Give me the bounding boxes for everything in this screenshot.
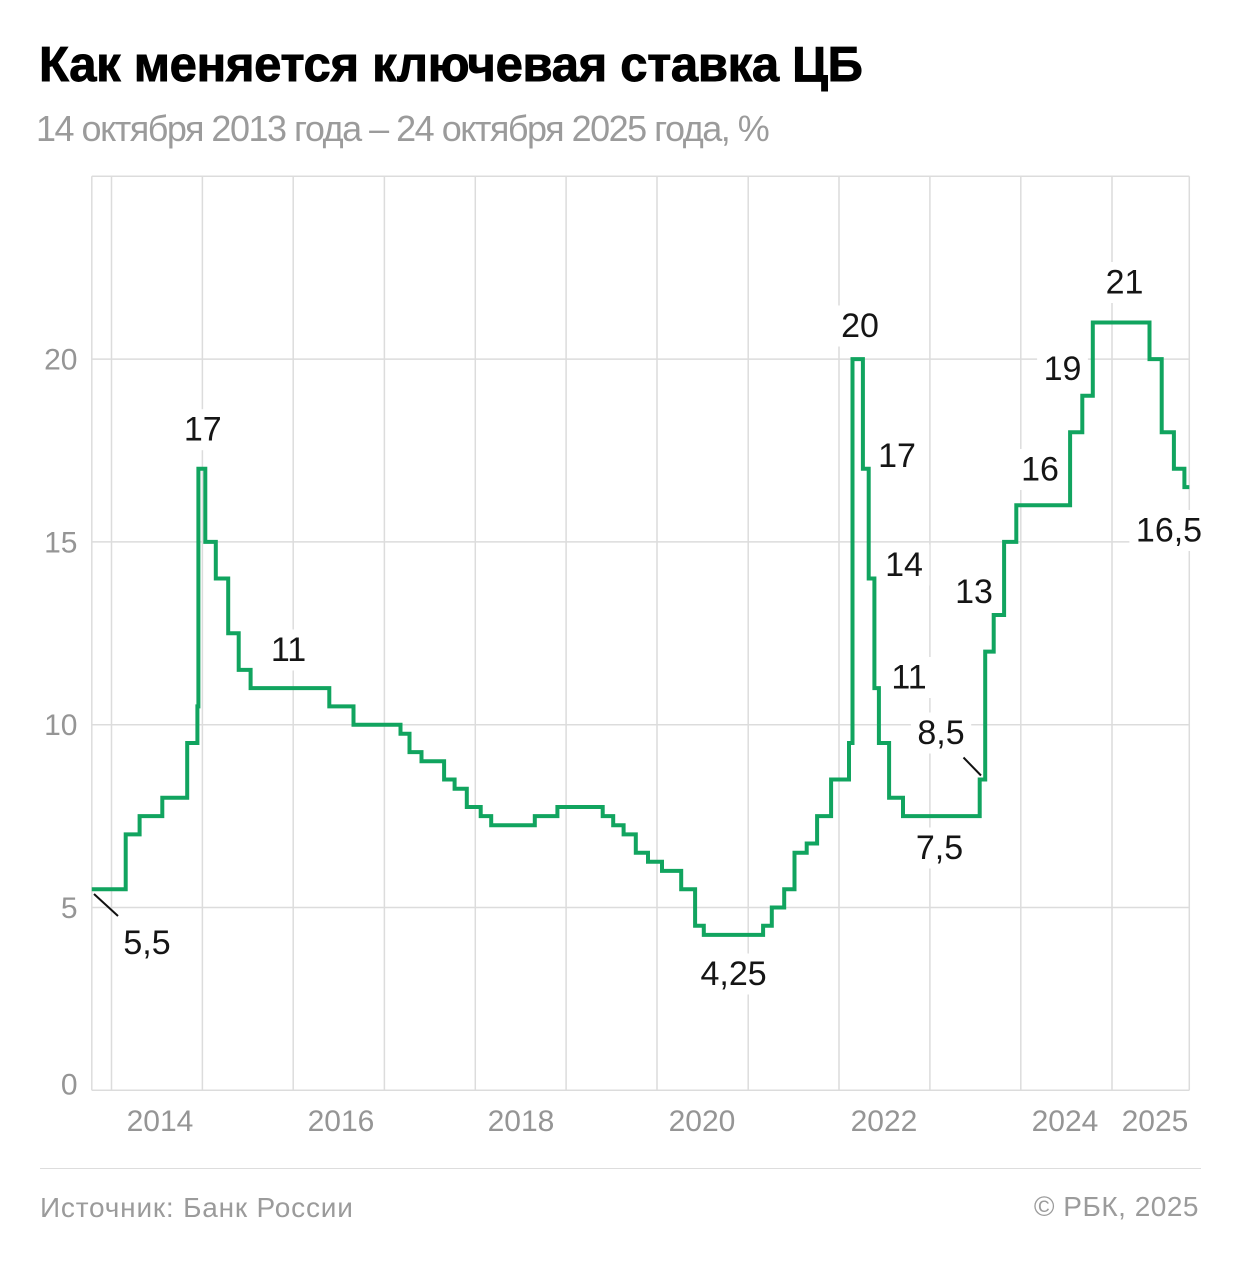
svg-text:20: 20 — [841, 307, 879, 345]
svg-text:14: 14 — [885, 546, 923, 584]
svg-text:11: 11 — [271, 631, 306, 669]
svg-text:2022: 2022 — [851, 1105, 918, 1138]
svg-text:11: 11 — [891, 659, 926, 697]
svg-text:2014: 2014 — [127, 1105, 194, 1138]
svg-text:17: 17 — [878, 437, 916, 475]
svg-text:2024: 2024 — [1032, 1105, 1099, 1138]
svg-text:8,5: 8,5 — [917, 714, 964, 752]
svg-text:21: 21 — [1106, 264, 1144, 302]
svg-text:10: 10 — [44, 709, 77, 742]
svg-text:4,25: 4,25 — [701, 955, 767, 993]
svg-text:2020: 2020 — [669, 1105, 736, 1138]
svg-text:5: 5 — [61, 892, 78, 925]
svg-text:17: 17 — [184, 411, 222, 449]
svg-text:19: 19 — [1044, 350, 1082, 388]
svg-text:20: 20 — [44, 344, 77, 377]
svg-text:7,5: 7,5 — [916, 829, 963, 867]
svg-text:2025: 2025 — [1122, 1105, 1189, 1138]
svg-text:13: 13 — [955, 573, 993, 611]
svg-text:16: 16 — [1021, 451, 1059, 489]
svg-text:0: 0 — [61, 1068, 78, 1101]
svg-text:2018: 2018 — [488, 1105, 555, 1138]
svg-text:5,5: 5,5 — [123, 924, 170, 962]
svg-text:16,5: 16,5 — [1136, 512, 1202, 550]
svg-text:15: 15 — [44, 526, 77, 559]
svg-text:2016: 2016 — [308, 1105, 375, 1138]
